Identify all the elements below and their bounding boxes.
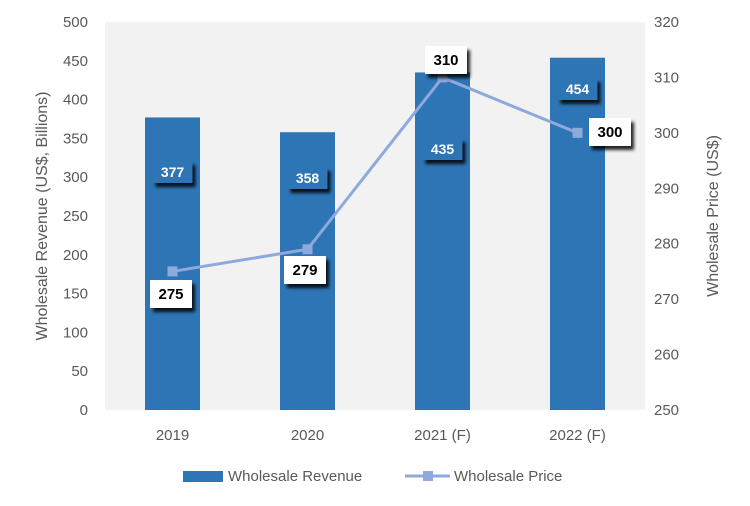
legend-label-price: Wholesale Price [454, 468, 562, 485]
left-tick-100: 100 [63, 324, 88, 341]
price-label-box-0 [150, 280, 192, 308]
revenue-bar-3 [550, 57, 605, 411]
legend: Wholesale Revenue Wholesale Price [183, 468, 562, 485]
revenue-label-box-1 [287, 167, 328, 189]
price-label-3: 300 [589, 118, 631, 146]
x-tick-3: 2022 (F) [549, 427, 606, 444]
price-marker-2 [437, 72, 448, 83]
left-tick-50: 50 [71, 363, 88, 380]
right-tick-250: 250 [654, 402, 679, 419]
price-label-text-1: 279 [292, 262, 317, 279]
price-data-labels: 275 279 310 300 [150, 46, 631, 308]
price-line-path [172, 75, 579, 273]
revenue-data-labels: 377 358 435 454 [152, 78, 598, 189]
price-marker-0 [167, 266, 178, 277]
revenue-label-text-0: 377 [161, 164, 185, 180]
revenue-label-box-3 [557, 78, 598, 100]
left-tick-350: 350 [63, 130, 88, 147]
right-axis-title: Wholesale Price (US$) [705, 135, 722, 297]
legend-item-price: Wholesale Price [405, 468, 562, 485]
x-tick-0: 2019 [156, 427, 189, 444]
revenue-label-box-0 [152, 161, 193, 183]
legend-item-revenue: Wholesale Revenue [183, 468, 362, 485]
revenue-label-box-2 [422, 138, 463, 160]
left-tick-450: 450 [63, 53, 88, 70]
legend-marker-price [423, 471, 433, 481]
right-tick-280: 280 [654, 236, 679, 253]
price-label-box-2 [425, 46, 467, 74]
revenue-label-2: 435 [422, 138, 463, 160]
x-tick-1: 2020 [291, 427, 324, 444]
price-label-text-0: 275 [158, 286, 183, 303]
x-axis-ticks: 2019 2020 2021 (F) 2022 (F) [156, 427, 606, 444]
legend-label-revenue: Wholesale Revenue [228, 468, 362, 485]
price-marker-1 [302, 244, 313, 255]
price-label-box-1 [284, 256, 326, 284]
revenue-label-3: 454 [557, 78, 598, 100]
right-tick-320: 320 [654, 14, 679, 31]
right-tick-260: 260 [654, 347, 679, 364]
left-tick-250: 250 [63, 208, 88, 225]
legend-swatch-revenue [183, 471, 223, 482]
price-marker-3 [572, 127, 583, 138]
revenue-bar-2 [415, 72, 470, 410]
revenue-label-text-1: 358 [296, 170, 320, 186]
price-label-1: 279 [284, 256, 326, 284]
left-tick-0: 0 [80, 402, 88, 419]
left-tick-500: 500 [63, 14, 88, 31]
left-tick-200: 200 [63, 247, 88, 264]
right-tick-290: 290 [654, 180, 679, 197]
price-label-box-3 [589, 118, 631, 146]
right-tick-310: 310 [654, 69, 679, 86]
price-label-text-3: 300 [597, 124, 622, 141]
right-tick-300: 300 [654, 125, 679, 142]
price-label-text-2: 310 [433, 52, 458, 69]
price-label-2: 310 [425, 46, 467, 74]
revenue-label-text-3: 454 [566, 81, 590, 97]
left-tick-400: 400 [63, 92, 88, 109]
x-tick-2: 2021 (F) [414, 427, 471, 444]
price-label-0: 275 [150, 280, 192, 308]
revenue-label-1: 358 [287, 167, 328, 189]
left-axis-title: Wholesale Revenue (US$, Billions) [34, 92, 51, 341]
left-axis-ticks: 0 50 100 150 200 250 300 350 400 450 500 [63, 14, 88, 419]
left-tick-150: 150 [63, 286, 88, 303]
price-line [167, 72, 583, 277]
left-tick-300: 300 [63, 169, 88, 186]
right-axis-ticks: 250 260 270 280 290 300 310 320 [654, 14, 679, 419]
revenue-label-text-2: 435 [431, 141, 455, 157]
revenue-label-0: 377 [152, 161, 193, 183]
right-tick-270: 270 [654, 291, 679, 308]
